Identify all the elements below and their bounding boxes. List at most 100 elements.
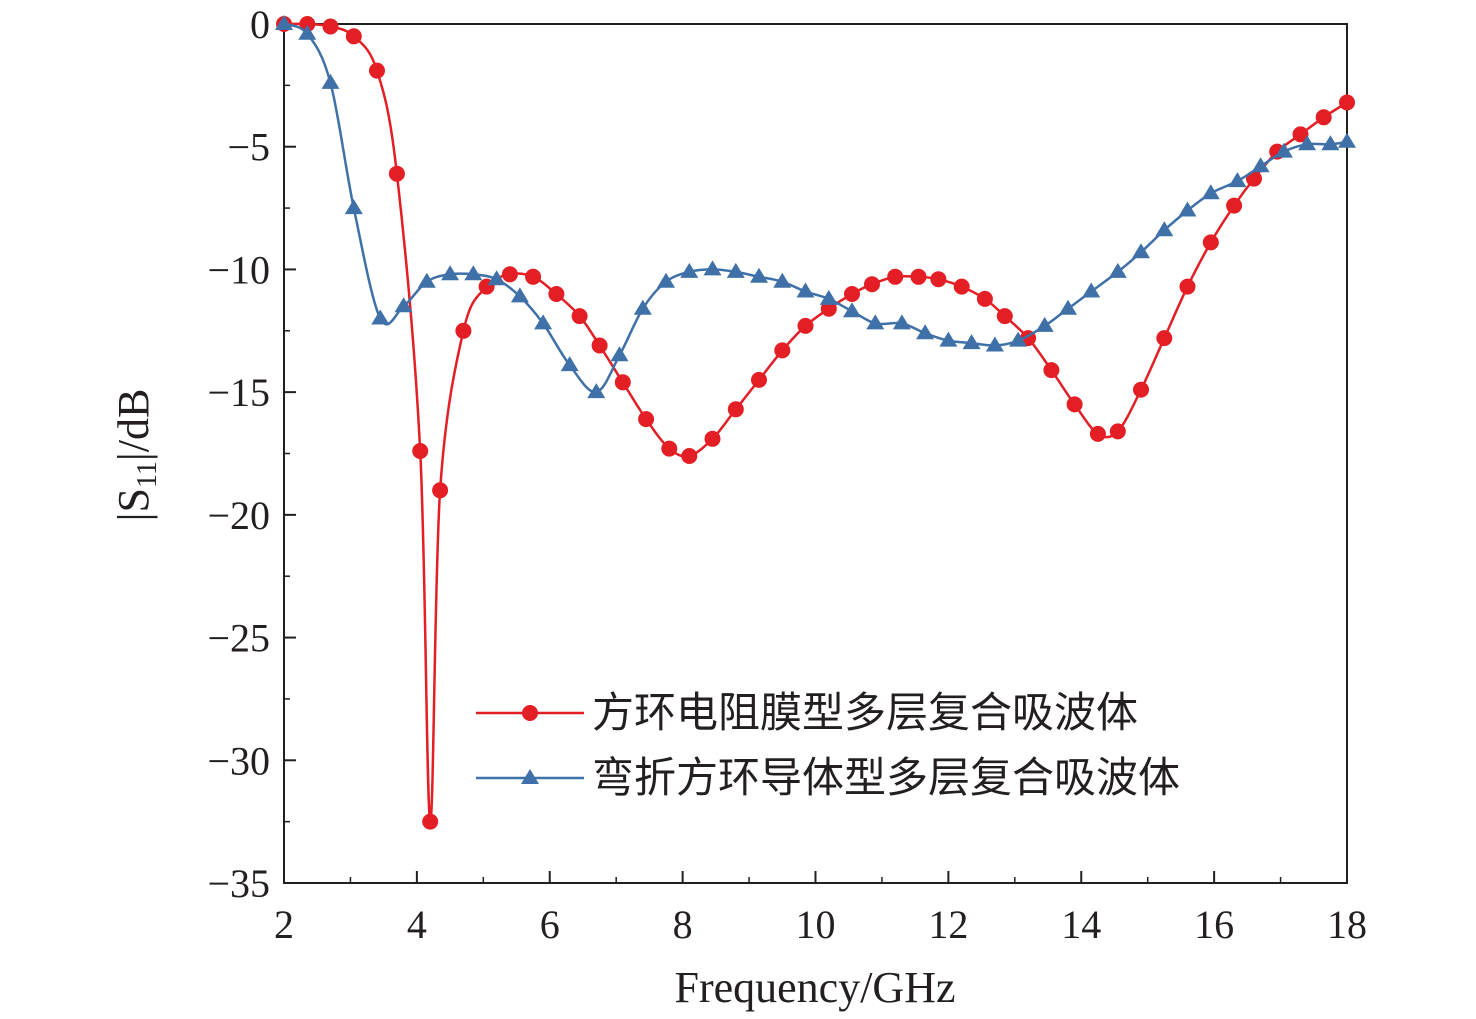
legend-marker-circle: [522, 705, 538, 721]
data-point-triangle: [1298, 135, 1317, 151]
data-point-triangle: [657, 272, 675, 288]
data-point-triangle: [1009, 331, 1028, 347]
data-point-triangle: [298, 24, 317, 40]
data-point-circle: [704, 430, 721, 447]
y-tick-label: −15: [207, 370, 270, 415]
data-point-circle: [299, 16, 316, 32]
x-axis-title: Frequency/GHz: [674, 963, 955, 1012]
data-point-circle: [1109, 423, 1126, 440]
y-axis-title-suffix: |/dB: [109, 389, 158, 461]
data-point-circle: [412, 443, 429, 459]
data-point-triangle: [441, 265, 460, 281]
y-axis-title: |S11|/dB: [109, 389, 163, 522]
data-point-circle: [591, 337, 608, 354]
data-point-triangle: [985, 336, 1004, 352]
data-point-triangle: [371, 309, 390, 325]
y-tick-label: −30: [207, 738, 270, 783]
data-point-circle: [1043, 362, 1060, 379]
data-point-triangle: [417, 272, 436, 288]
data-point-circle: [388, 165, 405, 182]
data-point-circle: [501, 266, 518, 283]
data-point-circle: [887, 268, 904, 285]
data-point-triangle: [796, 282, 815, 298]
data-point-circle: [1292, 126, 1309, 143]
y-tick-label: −20: [207, 493, 270, 538]
data-point-triangle: [1201, 184, 1220, 200]
data-point-triangle: [866, 314, 885, 330]
data-point-triangle: [587, 383, 606, 399]
y-tick-label: −10: [207, 247, 270, 292]
legend: 方环电阻膜型多层复合吸波体 弯折方环导体型多层复合吸波体: [476, 688, 1180, 802]
data-point-triangle: [916, 324, 935, 340]
axes-group: 2 4 6 8 10 12 14 16 18 0 −5 −10 −15 −20 −25 −30 −35: [207, 2, 1367, 947]
data-point-triangle: [1274, 142, 1293, 158]
data-point-circle: [976, 290, 993, 307]
data-point-circle: [322, 18, 339, 35]
y-tick-label: 0: [250, 2, 270, 47]
data-point-circle: [369, 62, 385, 79]
series-layer: [275, 15, 1356, 830]
data-point-circle: [661, 440, 678, 457]
data-point-triangle: [680, 262, 699, 278]
data-point-circle: [422, 813, 439, 830]
data-point-circle: [996, 308, 1013, 325]
data-point-triangle: [344, 199, 363, 215]
data-point-triangle: [1228, 172, 1247, 188]
data-point-circle: [525, 268, 542, 285]
x-tick-label: 10: [796, 902, 836, 947]
data-point-circle: [797, 317, 814, 334]
y-tick-label: −35: [207, 861, 270, 906]
x-tick-label: 12: [928, 902, 968, 947]
data-point-circle: [455, 322, 472, 339]
y-tick-label: −5: [227, 125, 270, 170]
data-point-circle: [1133, 381, 1149, 398]
data-point-triangle: [1155, 221, 1174, 237]
data-point-circle: [614, 374, 631, 391]
x-tick-label: 2: [274, 902, 294, 947]
data-point-triangle: [962, 334, 981, 350]
data-point-triangle: [703, 260, 722, 276]
data-point-circle: [1339, 94, 1355, 111]
series-bent-conductor: [275, 15, 1356, 399]
x-tick-label: 8: [673, 902, 693, 947]
data-point-triangle: [394, 297, 413, 313]
data-point-triangle: [487, 270, 506, 286]
data-point-triangle: [750, 267, 768, 283]
data-point-circle: [638, 411, 655, 428]
y-axis-title-subscript: 11: [132, 461, 163, 488]
data-point-triangle: [1108, 262, 1127, 278]
data-point-circle: [953, 278, 970, 295]
data-point-triangle: [843, 302, 861, 318]
data-point-triangle: [1251, 157, 1270, 173]
data-point-triangle: [1321, 135, 1340, 151]
data-point-circle: [571, 308, 588, 325]
data-point-triangle: [939, 331, 958, 347]
data-point-triangle: [1338, 132, 1356, 148]
data-point-circle: [345, 28, 362, 45]
data-point-triangle: [819, 289, 838, 305]
x-tick-label: 16: [1194, 902, 1234, 947]
y-axis-title-prefix: |S: [109, 488, 158, 521]
data-point-triangle: [1059, 299, 1077, 315]
data-point-circle: [1179, 278, 1196, 295]
x-tick-label: 6: [540, 902, 560, 947]
data-point-circle: [548, 286, 565, 302]
data-point-circle: [930, 271, 947, 288]
legend-label-bent-conductor: 弯折方环导体型多层复合吸波体: [592, 753, 1180, 802]
x-tick-label: 14: [1061, 902, 1101, 947]
data-point-circle: [1089, 425, 1106, 442]
data-point-circle: [910, 268, 927, 285]
data-point-circle: [681, 448, 698, 464]
data-point-circle: [1066, 396, 1083, 413]
data-point-triangle: [534, 314, 553, 330]
data-point-circle: [1202, 234, 1219, 251]
data-point-triangle: [464, 265, 483, 281]
data-point-triangle: [560, 356, 579, 372]
legend-entry-bent-conductor: 弯折方环导体型多层复合吸波体: [476, 753, 1180, 802]
legend-entry-resistive-film: 方环电阻膜型多层复合吸波体: [476, 688, 1138, 737]
x-tick-label: 4: [407, 902, 427, 947]
data-point-circle: [864, 276, 880, 293]
data-point-triangle: [275, 15, 293, 30]
data-point-circle: [844, 286, 860, 302]
